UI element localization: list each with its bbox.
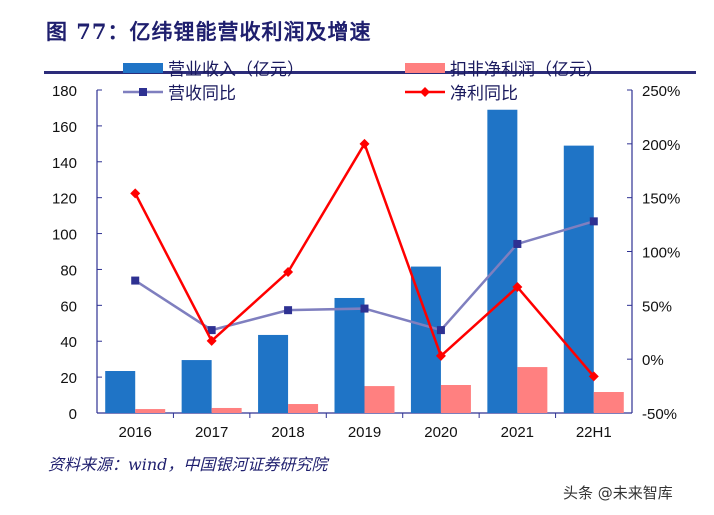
x-tick-label: 22H1 <box>576 424 612 441</box>
revenue-yoy-marker <box>131 276 140 285</box>
x-tick-label: 2020 <box>424 424 457 441</box>
chart-title: 图 77：亿纬锂能营收利润及增速 <box>46 19 372 44</box>
left-tick-label: 80 <box>60 262 77 279</box>
right-tick-label: 0% <box>642 352 664 369</box>
profit-bar <box>211 407 242 413</box>
profit-yoy-marker <box>435 350 446 361</box>
legend-swatch-profit <box>405 63 445 73</box>
revenue-bar <box>563 145 594 413</box>
legend-label-profit: 扣非净利润（亿元） <box>450 60 603 79</box>
revenue-yoy-marker <box>207 326 216 335</box>
legend-label-revenue: 营业收入（亿元） <box>168 60 304 79</box>
revenue-yoy-marker <box>589 217 598 226</box>
profit-bar <box>288 404 319 413</box>
legend-marker-profit-yoy <box>420 87 430 97</box>
profit-bar <box>593 392 624 413</box>
right-tick-label: 100% <box>642 245 680 262</box>
profit-yoy-marker <box>588 371 599 382</box>
profit-yoy-marker <box>359 138 370 149</box>
x-tick-label: 2019 <box>348 424 381 441</box>
left-tick-label: 60 <box>60 298 77 315</box>
x-tick-label: 2016 <box>119 424 152 441</box>
profit-bar <box>135 409 166 413</box>
profit-bar <box>364 386 395 413</box>
profit-bar <box>440 385 471 413</box>
revenue-yoy-marker <box>284 306 293 315</box>
legend-label-profit-yoy: 净利同比 <box>450 84 518 103</box>
source-note: 资料来源：wind，中国银河证券研究院 <box>48 455 328 474</box>
left-tick-label: 160 <box>52 119 77 136</box>
revenue-bar <box>105 371 136 413</box>
right-tick-label: -50% <box>642 406 677 423</box>
left-tick-label: 40 <box>60 334 77 351</box>
left-tick-label: 20 <box>60 370 77 387</box>
legend-marker-revenue-yoy <box>139 88 147 96</box>
right-tick-label: 200% <box>642 137 680 154</box>
left-tick-label: 180 <box>52 83 77 100</box>
left-tick-label: 0 <box>69 406 77 423</box>
profit-yoy-marker <box>206 335 217 346</box>
revenue-bar <box>334 297 365 413</box>
revenue-bar <box>258 334 289 413</box>
left-tick-label: 100 <box>52 227 77 244</box>
revenue-yoy-marker <box>436 326 445 335</box>
profit-yoy-marker <box>130 188 141 199</box>
legend-label-revenue-yoy: 营收同比 <box>168 84 236 103</box>
left-tick-label: 140 <box>52 155 77 172</box>
left-tick-label: 120 <box>52 191 77 208</box>
x-tick-label: 2021 <box>501 424 534 441</box>
legend: 营业收入（亿元） 扣非净利润（亿元） 营收同比 净利同比 <box>123 60 603 103</box>
profit-yoy-marker <box>283 266 294 277</box>
profit-yoy-marker <box>512 282 523 293</box>
right-tick-label: 250% <box>642 83 680 100</box>
legend-swatch-revenue <box>123 63 163 73</box>
profit-bar <box>517 367 548 413</box>
right-tick-label: 50% <box>642 298 672 315</box>
revenue-bar <box>181 360 212 413</box>
right-tick-label: 150% <box>642 191 680 208</box>
x-tick-label: 2018 <box>271 424 304 441</box>
revenue-yoy-marker <box>513 239 522 248</box>
x-tick-label: 2017 <box>195 424 228 441</box>
title-divider <box>44 71 696 74</box>
watermark: 头条 @未来智库 <box>563 484 673 502</box>
revenue-yoy-marker <box>360 304 369 313</box>
